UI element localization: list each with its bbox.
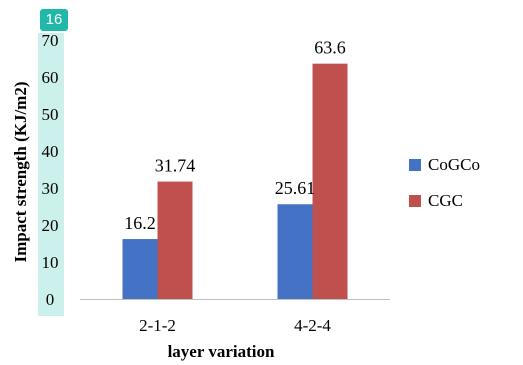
y-tick-label: 40 [42, 142, 59, 161]
bar-cogco-2-1-2 [122, 239, 158, 299]
bar-cgc-4-2-4 [312, 63, 348, 300]
bar-value-labels: 16.2 31.74 25.61 63.6 [124, 38, 346, 233]
legend-label-cogco: CoGCo [428, 155, 480, 174]
y-tick-label: 20 [42, 216, 59, 235]
x-tick-labels: 2-1-2 4-2-4 [139, 316, 331, 335]
bar-value-label: 31.74 [155, 156, 196, 176]
legend-swatch-cgc [409, 195, 421, 207]
legend: CoGCo CGC [409, 155, 480, 210]
y-tick-label: 10 [42, 253, 59, 272]
y-tick-label: 50 [42, 105, 59, 124]
y-axis-label: Impact strength (KJ/m2) [11, 82, 30, 263]
bar-value-label: 16.2 [124, 213, 156, 233]
y-tick-highlight [38, 33, 64, 316]
bar-cgc-2-1-2 [157, 181, 193, 299]
bar-value-label: 63.6 [314, 38, 346, 58]
x-tick-label: 4-2-4 [294, 316, 331, 335]
legend-label-cgc: CGC [428, 191, 463, 210]
x-tick-label: 2-1-2 [139, 316, 176, 335]
x-axis-label: layer variation [168, 342, 275, 361]
legend-swatch-cogco [409, 159, 421, 171]
y-tick-labels: 0 10 20 30 40 50 60 70 [42, 31, 59, 309]
y-tick-label: 30 [42, 179, 59, 198]
y-tick-label: 60 [42, 68, 59, 87]
bar-value-label: 25.61 [275, 178, 316, 198]
bar-cogco-4-2-4 [277, 204, 313, 299]
bars-group [122, 63, 348, 300]
y-tick-label: 70 [42, 31, 59, 50]
page-number-badge: 16 [40, 9, 68, 31]
y-tick-label: 0 [46, 290, 55, 309]
